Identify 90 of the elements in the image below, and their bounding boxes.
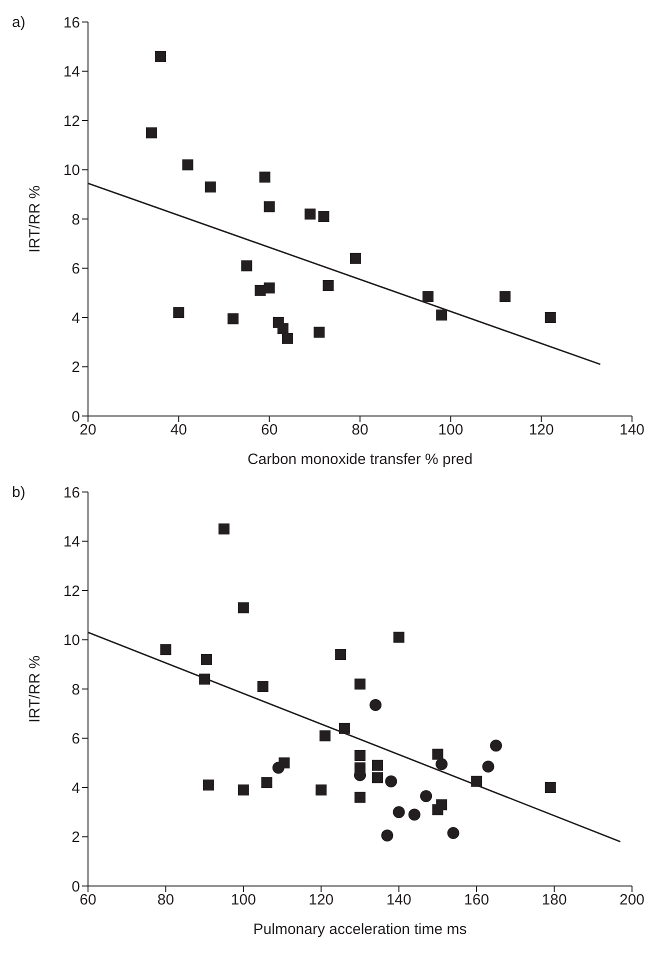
point: [241, 260, 252, 272]
x-tick-label: 40: [170, 422, 188, 439]
point: [490, 740, 502, 752]
point: [422, 291, 434, 302]
point: [320, 730, 331, 742]
point: [354, 792, 366, 803]
point: [146, 127, 157, 138]
y-tick-label: 2: [72, 829, 80, 846]
point: [282, 332, 293, 344]
x-tick-label: 180: [542, 892, 567, 909]
point: [544, 312, 556, 323]
x-tick-label: 20: [80, 422, 96, 439]
x-tick-label: 200: [619, 892, 645, 909]
point: [316, 784, 327, 796]
y-axis-title: IRT/RR %: [26, 655, 44, 723]
point: [314, 326, 325, 338]
point: [257, 681, 268, 692]
y-tick-label: 2: [72, 359, 80, 376]
x-axis-title: Pulmonary acceleration time ms: [253, 921, 467, 938]
point: [447, 827, 460, 840]
y-tick-label: 12: [63, 582, 80, 600]
point: [338, 722, 350, 734]
y-tick-label: 8: [72, 681, 80, 698]
y-tick-label: 0: [72, 878, 80, 896]
x-tick-label: 140: [619, 422, 645, 439]
y-tick-label: 12: [63, 112, 80, 130]
y-tick-label: 0: [72, 408, 80, 426]
x-tick-label: 120: [308, 892, 334, 909]
x-tick-label: 160: [464, 892, 490, 909]
point: [272, 762, 284, 774]
point: [238, 602, 249, 614]
x-tick-label: 100: [230, 892, 256, 909]
x-tick-label: 80: [352, 422, 368, 439]
point: [436, 310, 448, 321]
point: [204, 181, 216, 192]
point: [304, 208, 316, 220]
point: [322, 280, 334, 291]
point: [173, 307, 184, 318]
y-tick-label: 10: [63, 162, 80, 180]
point: [392, 806, 405, 818]
x-tick-label: 100: [438, 422, 464, 439]
point: [372, 772, 383, 784]
y-axis-title: IRT/RR %: [26, 185, 44, 253]
y-tick-label: 8: [72, 211, 80, 228]
point: [228, 313, 239, 324]
x-tick-label: 60: [260, 422, 278, 439]
point: [218, 523, 230, 534]
point: [372, 760, 383, 771]
y-tick-label: 10: [63, 632, 80, 650]
point: [381, 830, 394, 842]
y-tick-label: 6: [72, 730, 80, 748]
x-tick-label: 60: [80, 892, 96, 909]
y-tick-label: 14: [63, 534, 80, 551]
point: [264, 282, 275, 294]
y-tick-label: 6: [72, 260, 80, 278]
text: a): [12, 14, 26, 31]
point: [335, 649, 346, 660]
point: [385, 775, 398, 788]
y-tick-label: 4: [72, 780, 80, 797]
point: [408, 808, 420, 821]
point: [354, 750, 366, 761]
point: [436, 758, 448, 770]
point: [202, 780, 214, 791]
point: [264, 201, 275, 212]
point: [500, 291, 511, 302]
y-tick-label: 14: [63, 64, 80, 81]
point: [261, 777, 272, 788]
point: [432, 748, 444, 760]
point: [350, 252, 361, 264]
point: [354, 678, 366, 690]
point: [259, 172, 270, 183]
point: [318, 211, 330, 222]
point: [393, 632, 404, 643]
x-axis-title: Carbon monoxide transfer % pred: [247, 451, 473, 468]
y-tick-label: 4: [72, 310, 80, 327]
x-tick-label: 80: [157, 892, 174, 909]
point: [155, 50, 166, 62]
point: [420, 790, 432, 802]
point: [370, 699, 382, 712]
point: [544, 782, 556, 793]
point: [201, 654, 212, 665]
text: b): [12, 484, 26, 501]
point: [182, 159, 194, 170]
point: [160, 644, 172, 656]
point: [238, 784, 249, 796]
x-tick-label: 140: [386, 892, 412, 909]
y-tick-label: 16: [63, 484, 80, 502]
y-tick-label: 16: [63, 14, 80, 32]
point: [482, 760, 494, 773]
x-tick-label: 120: [528, 422, 554, 439]
